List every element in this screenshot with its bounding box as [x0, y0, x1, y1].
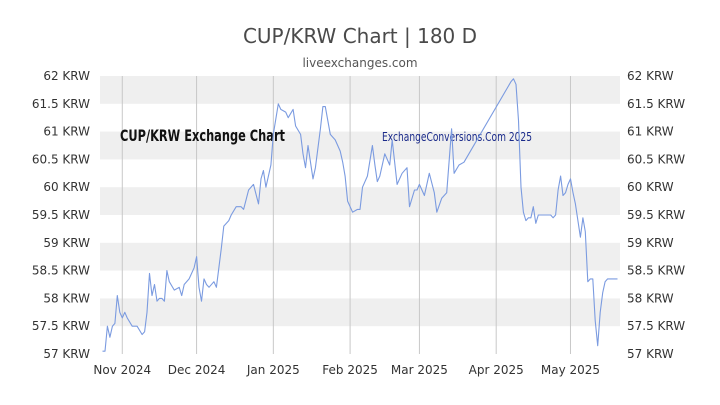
- y-tick-label-right: 61 KRW: [627, 125, 674, 139]
- y-tick-label-left: 61 KRW: [43, 125, 90, 139]
- chart-title: CUP/KRW Chart | 180 D: [242, 24, 478, 48]
- x-tick-label: Apr 2025: [469, 363, 524, 377]
- y-tick-label-left: 58.5 KRW: [32, 264, 90, 278]
- chart-overlay-label: CUP/KRW Exchange Chart: [120, 126, 285, 145]
- grid-band: [100, 298, 620, 327]
- y-tick-label-left: 58 KRW: [43, 291, 90, 305]
- x-tick-label: Nov 2024: [93, 363, 151, 377]
- x-tick-label: Dec 2024: [168, 363, 226, 377]
- y-tick-label-left: 60 KRW: [43, 180, 90, 194]
- y-tick-label-left: 57.5 KRW: [32, 319, 90, 333]
- y-tick-label-right: 59.5 KRW: [627, 208, 685, 222]
- y-tick-label-right: 57.5 KRW: [627, 319, 685, 333]
- chart-subtitle: liveexchanges.com: [302, 56, 418, 70]
- grid-band: [100, 187, 620, 215]
- y-tick-label-left: 59.5 KRW: [32, 208, 90, 222]
- grid-band: [100, 131, 620, 160]
- y-tick-label-right: 60 KRW: [627, 180, 674, 194]
- grid-band: [100, 76, 620, 104]
- x-tick-label: Mar 2025: [391, 363, 448, 377]
- x-tick-label: Jan 2025: [246, 363, 300, 377]
- y-tick-label-right: 57 KRW: [627, 347, 674, 361]
- y-tick-label-left: 62 KRW: [43, 69, 90, 83]
- y-tick-label-left: 60.5 KRW: [32, 152, 90, 166]
- y-tick-label-right: 58.5 KRW: [627, 264, 685, 278]
- y-tick-label-left: 59 KRW: [43, 236, 90, 250]
- y-tick-label-left: 61.5 KRW: [32, 97, 90, 111]
- x-tick-label: Feb 2025: [322, 363, 378, 377]
- y-tick-label-right: 58 KRW: [627, 291, 674, 305]
- y-tick-label-right: 61.5 KRW: [627, 97, 685, 111]
- y-tick-label-right: 60.5 KRW: [627, 152, 685, 166]
- watermark-text: ExchangeConversions.Com 2025: [382, 130, 532, 144]
- y-tick-label-right: 62 KRW: [627, 69, 674, 83]
- grid-band: [100, 242, 620, 271]
- series-line: [102, 78, 618, 352]
- y-tick-label-right: 59 KRW: [627, 236, 674, 250]
- x-tick-label: May 2025: [541, 363, 600, 377]
- y-tick-label-left: 57 KRW: [43, 347, 90, 361]
